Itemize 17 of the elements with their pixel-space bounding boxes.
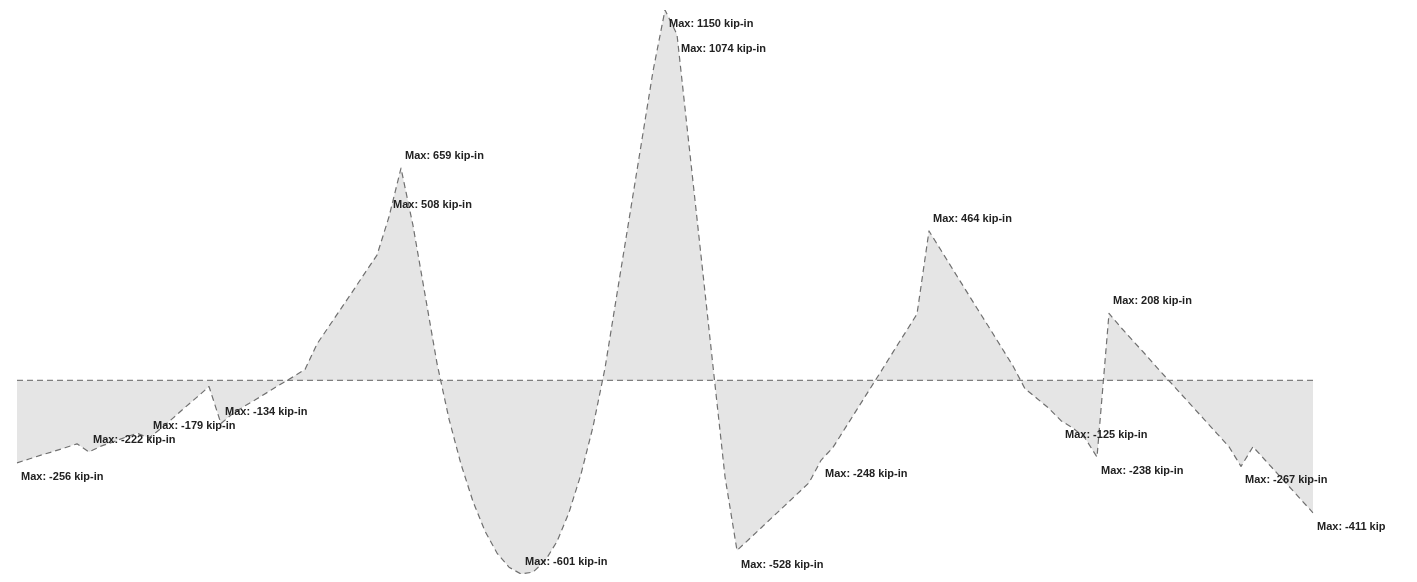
- data-label: Max: -222 kip-in: [93, 432, 176, 445]
- data-label: Max: 508 kip-in: [393, 197, 473, 210]
- data-label: Max: -238 kip-in: [1101, 464, 1184, 477]
- data-label: Max: -267 kip-in: [1245, 473, 1328, 486]
- data-label: Max: 208 kip-in: [1113, 294, 1193, 307]
- data-label: Max: -528 kip-in: [741, 557, 824, 570]
- data-label: Max: -179 kip-in: [153, 419, 236, 432]
- data-label: Max: -125 kip-in: [1065, 427, 1148, 440]
- data-label: Max: 1150 kip-in: [669, 17, 754, 30]
- data-label: Max: -134 kip-in: [225, 404, 308, 417]
- data-label: Max: 659 kip-in: [405, 149, 485, 162]
- data-label: Max: 464 kip-in: [933, 211, 1013, 224]
- data-label: Max: -248 kip-in: [825, 467, 908, 480]
- data-label: Max: 1074 kip-in: [681, 41, 767, 54]
- data-label: Max: -256 kip-in: [21, 469, 104, 482]
- data-label: Max: -601 kip-in: [525, 555, 608, 568]
- data-label: Max: -411 kip: [1317, 519, 1386, 532]
